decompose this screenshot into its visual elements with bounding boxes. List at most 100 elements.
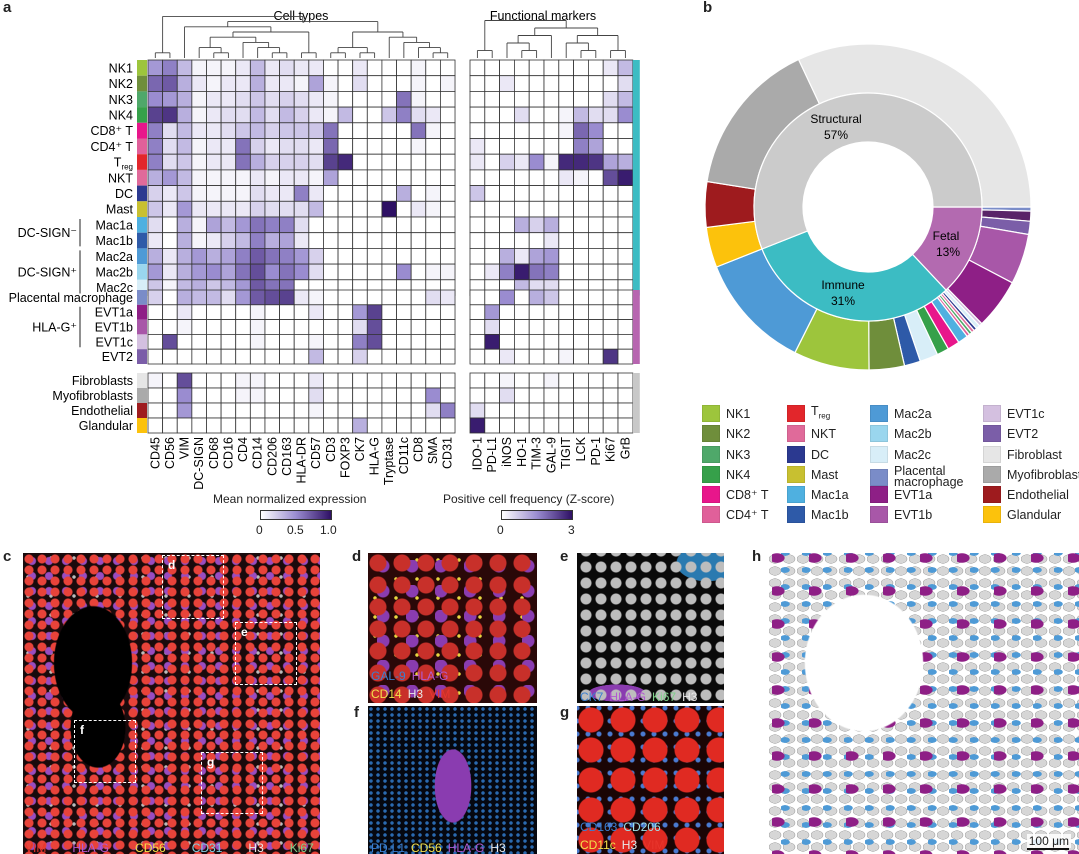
heatmap-cell [366,289,383,306]
heatmap-cell [220,91,237,108]
heatmap-cell [162,304,178,320]
heatmap-cell-functional [573,263,589,281]
heatmap-cell-functional [602,247,619,265]
heatmap-cell [308,387,324,404]
heatmap-cell [439,263,456,281]
heatmap-cell [366,106,383,124]
donut-pct-fetal: 13% [936,245,960,259]
heatmap-cell-functional [602,200,619,218]
heatmap-cell-functional [514,387,530,404]
heatmap-cell [162,372,178,389]
heatmap-cell [249,200,266,218]
channel-legend-d: GAL-9 HLA-G [371,669,454,683]
channel-label: CD14 [371,687,402,701]
heatmap-cell-functional [558,247,574,265]
heatmap-cell-functional [558,333,574,350]
heatmap-cell-functional [573,289,589,306]
heatmap-cell-functional [617,319,634,335]
heatmap-cell [396,216,412,234]
heatmap-cell-functional [573,106,589,124]
heatmap-cell-functional [602,348,619,365]
heatmap-cell [206,200,222,218]
heatmap-cell-functional [528,247,545,265]
heatmap-cell-functional [514,169,530,186]
heatmap-cell [220,348,237,365]
heatmap-cell [206,106,222,124]
heatmap-cell-functional [543,138,560,155]
heatmap-cell-functional [588,185,604,202]
heatmap-cell [366,372,383,389]
heatmap-cell [206,169,222,186]
heatmap-cell [191,91,207,108]
heatmap-cell [235,289,251,306]
heatmap-cell-functional [602,91,619,108]
legend-swatch [870,425,888,442]
donut-inner-slice [761,230,947,322]
heatmap-cell [249,402,266,419]
tissue-image-g: CD163 CD206 CD11c H3 VIM [577,706,724,854]
heatmap-cell-functional [469,247,486,265]
legend-label: Placental macrophage [894,464,964,489]
heatmap-cell [439,138,456,155]
heatmap-cell [264,59,280,77]
heatmap-cell-functional [558,232,574,249]
heatmap-cell-functional [617,59,634,77]
row-color-swatch [137,418,147,433]
heatmap-cell [337,402,354,419]
heatmap-cell-functional [588,263,604,281]
heatmap-cell [352,289,368,306]
heatmap-cell [162,75,178,92]
heatmap-cell [410,169,427,186]
heatmap-cell [235,372,251,389]
heatmap-cell [381,122,397,139]
heatmap-cell [410,372,427,389]
heatmap-cell-functional [558,372,574,389]
column-label: VIM [178,437,192,459]
legend-label: Mac2c [894,447,931,462]
heatmap-cell-functional [469,372,486,389]
heatmap-cell [439,304,456,320]
channel-label: HLA-G [411,669,449,683]
heatmap-cell [279,75,295,92]
heatmap-cell [191,169,207,186]
heatmap-cell-functional [499,348,515,365]
heatmap-cell-functional [484,319,500,335]
heatmap-cell [366,91,383,108]
heatmap-cell [147,319,164,335]
legend-item: Endothelial [983,486,1069,503]
heatmap-cell-functional [543,91,560,108]
heatmap-cell [162,319,178,335]
heatmap-cell [249,289,266,306]
heatmap-cell-functional [514,263,530,281]
column-label: CD206 [265,437,279,476]
heatmap-cell [308,75,324,92]
legend-item: Placental macrophage [870,464,964,489]
heatmap-cell-functional [469,153,486,171]
heatmap-cell [235,153,251,171]
channel-label: HLA-G [609,690,647,703]
heatmap-cell [279,169,295,186]
heatmap-cell [279,247,295,265]
heatmap-cell [381,319,397,335]
heatmap-cell [147,402,164,419]
heatmap-cell [162,387,178,404]
heatmap-cell [410,216,427,234]
heatmap-cell-functional [602,232,619,249]
heatmap-cell [264,333,280,350]
heatmap-cell-functional [558,319,574,335]
legend-swatch [702,405,720,422]
heatmap-cell [264,319,280,335]
heatmap-cell [323,387,339,404]
heatmap-cell [191,387,207,404]
heatmap-cell [323,153,339,171]
heatmap-cell-functional [469,232,486,249]
heatmap-cell-functional [617,138,634,155]
heatmap-cell [323,232,339,249]
donut-label-fetal: Fetal [933,229,960,243]
column-label: HLA-DR [295,437,309,484]
heatmap-cell-functional [469,263,486,281]
heatmap-cell-functional [602,122,619,139]
heatmap-cell [264,75,280,92]
legend-item: Mac2b [870,425,932,442]
heatmap-cell-functional [602,289,619,306]
